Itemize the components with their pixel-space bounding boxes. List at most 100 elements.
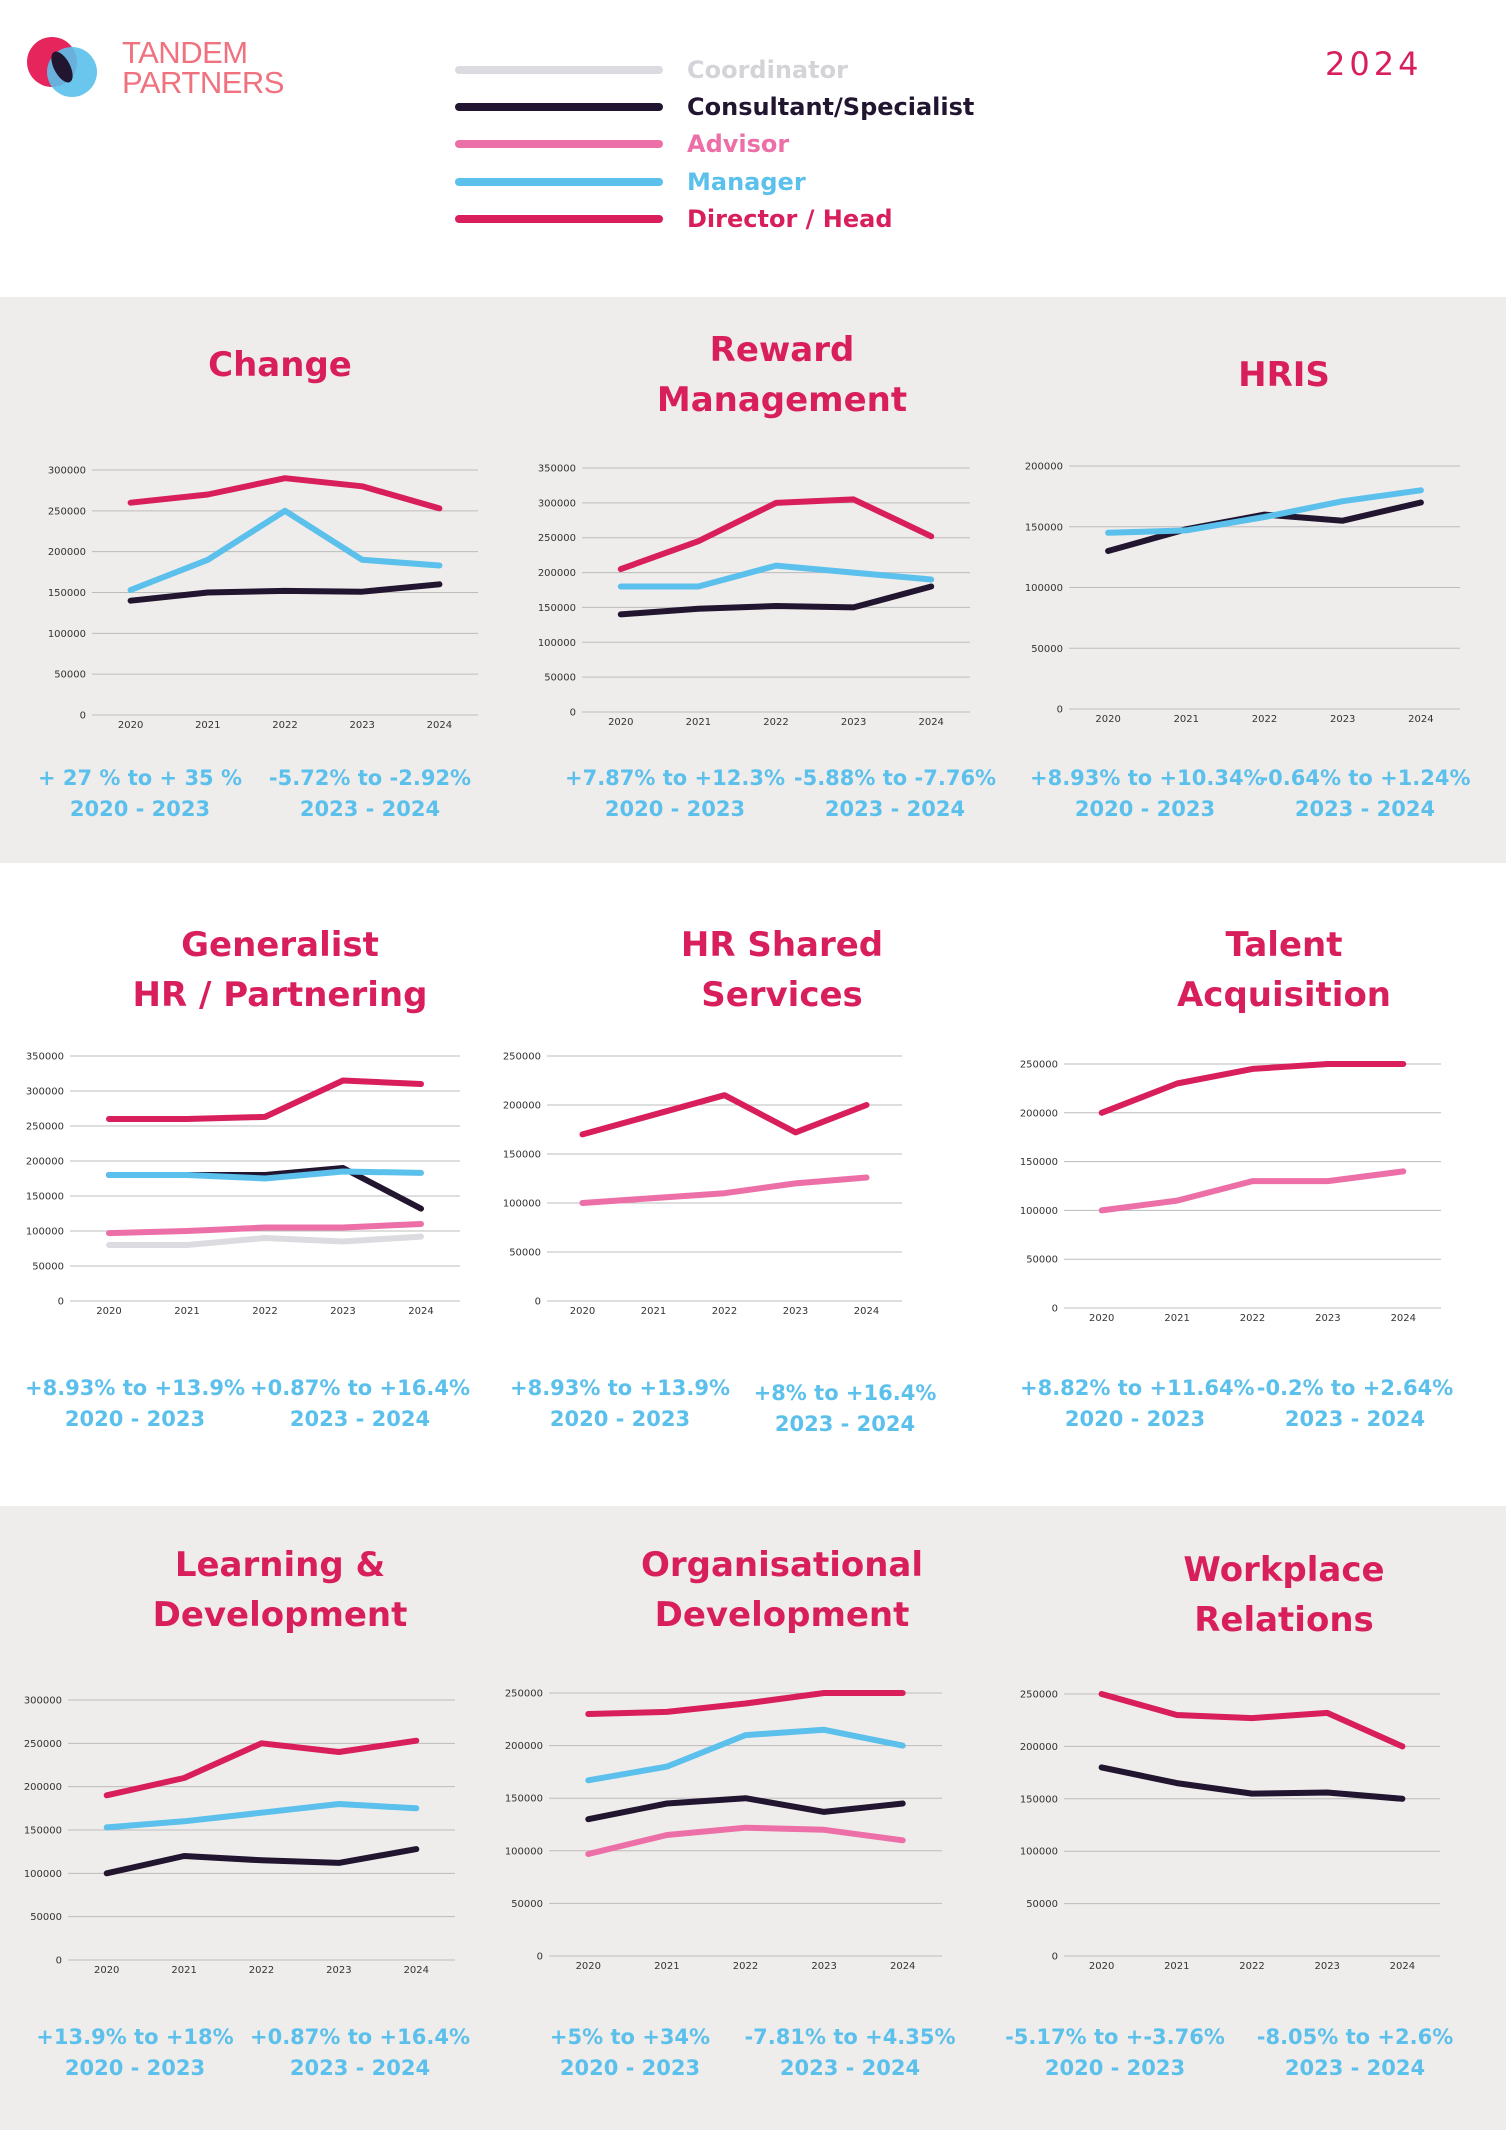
series-line	[585, 1726, 906, 1784]
y-tick-label: 0	[56, 1956, 62, 1967]
y-tick-label: 0	[1057, 705, 1063, 716]
y-tick-label: 0	[1052, 1304, 1058, 1315]
chart-plot-area: 350000 300000 250000 200000 150000 100000 5000…	[538, 464, 970, 728]
x-tick-label: 2024	[1391, 1313, 1416, 1324]
y-tick-label: 200000	[24, 1782, 62, 1793]
x-tick-label: 2023	[330, 1306, 355, 1317]
growth-stat: +5% to +34% 2020 - 2023	[515, 2022, 745, 2084]
x-tick-label: 2020	[576, 1961, 601, 1972]
legend-item: Advisor	[455, 129, 1015, 159]
x-tick-label: 2024	[854, 1306, 879, 1317]
x-tick-label: 2020	[570, 1306, 595, 1317]
x-tick-label: 2022	[1240, 1313, 1265, 1324]
legend-swatch	[455, 215, 663, 223]
legend-swatch	[455, 66, 663, 74]
growth-range: +8% to +16.4%	[753, 1381, 937, 1405]
series-line	[106, 1168, 424, 1182]
growth-period: 2020 - 2023	[1074, 797, 1216, 821]
growth-range: -5.88% to -7.76%	[793, 766, 997, 790]
growth-stat: +13.9% to +18% 2020 - 2023	[20, 2022, 250, 2084]
logo-line-1: TANDEM	[122, 35, 248, 70]
x-tick-label: 2022	[763, 717, 788, 728]
legend-swatch	[455, 178, 663, 186]
growth-range: +0.87% to +16.4%	[250, 2025, 470, 2049]
y-tick-label: 100000	[538, 638, 576, 649]
x-tick-label: 2022	[272, 720, 297, 731]
chart-title: Reward Management	[656, 330, 908, 420]
y-tick-label: 200000	[1025, 462, 1063, 473]
x-tick-label: 2024	[404, 1965, 429, 1976]
y-tick-label: 200000	[503, 1101, 541, 1112]
growth-period: 2020 - 2023	[549, 1407, 691, 1431]
growth-range: +8.93% to +13.9%	[510, 1376, 730, 1400]
x-tick-label: 2021	[654, 1961, 679, 1972]
growth-stat: +8.93% to +10.34% 2020 - 2023	[1030, 763, 1265, 825]
legend-label: Coordinator	[687, 56, 848, 84]
y-tick-label: 200000	[538, 568, 576, 579]
growth-period: 2023 - 2024	[774, 1412, 916, 1436]
legend-item: Director / Head	[455, 204, 1015, 234]
legend-swatch	[455, 103, 663, 111]
x-tick-label: 2022	[733, 1961, 758, 1972]
series-line	[127, 507, 443, 593]
y-tick-label: 0	[1052, 1952, 1058, 1963]
y-tick-label: 150000	[1025, 522, 1063, 533]
x-tick-label: 2022	[249, 1965, 274, 1976]
x-tick-label: 2021	[1174, 714, 1199, 725]
y-tick-label: 0	[58, 1297, 64, 1308]
series-line	[617, 496, 935, 573]
x-tick-label: 2020	[1089, 1313, 1114, 1324]
growth-range: + 27 % to + 35 %	[37, 766, 243, 790]
growth-period: 2023 - 2024	[289, 1407, 431, 1431]
growth-stat: -8.05% to +2.6% 2023 - 2024	[1240, 2022, 1470, 2084]
y-tick-label: 100000	[1025, 583, 1063, 594]
y-tick-label: 200000	[505, 1741, 543, 1752]
chart-plot-area: 250000 200000 150000 100000 50000 0 2020 2021 20…	[1020, 1690, 1440, 1972]
growth-stat: +8.82% to +11.64% 2020 - 2023	[1020, 1373, 1255, 1435]
y-tick-label: 100000	[1020, 1847, 1058, 1858]
y-tick-label: 150000	[503, 1150, 541, 1161]
chart-title: HRIS	[1238, 355, 1330, 395]
growth-range: -7.81% to +4.35%	[744, 2025, 956, 2049]
y-tick-label: 0	[80, 711, 86, 722]
y-tick-label: 50000	[32, 1262, 64, 1273]
growth-stat: +8.93% to +13.9% 2020 - 2023	[505, 1373, 735, 1435]
series-line	[103, 1846, 420, 1877]
legend-label: Advisor	[687, 130, 790, 158]
growth-range: -8.05% to +2.6%	[1256, 2025, 1454, 2049]
series-line	[1105, 487, 1424, 536]
y-tick-label: 250000	[26, 1122, 64, 1133]
y-tick-label: 250000	[538, 533, 576, 544]
legend-item: Coordinator	[455, 55, 1015, 85]
growth-period: 2020 - 2023	[1044, 2056, 1186, 2080]
y-tick-label: 100000	[24, 1869, 62, 1880]
x-tick-label: 2023	[1314, 1961, 1339, 1972]
growth-period: 2020 - 2023	[604, 797, 746, 821]
band-top	[0, 297, 1506, 863]
y-tick-label: 300000	[48, 466, 86, 477]
y-tick-label: 50000	[509, 1248, 541, 1259]
y-tick-label: 300000	[26, 1087, 64, 1098]
series-line	[1098, 1764, 1406, 1802]
series-line	[127, 475, 443, 512]
growth-range: -5.17% to +-3.76%	[1005, 2025, 1225, 2049]
x-tick-label: 2020	[1089, 1961, 1114, 1972]
chart-title: HR Shared Services	[680, 925, 884, 1015]
chart-plot-area: 200000 150000 100000 50000 0 2020 2021 2022 2023…	[1025, 462, 1460, 725]
growth-range: -0.64% to +1.24%	[1259, 766, 1471, 790]
x-tick-label: 2020	[94, 1965, 119, 1976]
y-tick-label: 0	[537, 1952, 543, 1963]
y-tick-label: 250000	[1020, 1690, 1058, 1701]
x-tick-label: 2020	[96, 1306, 121, 1317]
y-tick-label: 150000	[538, 603, 576, 614]
chart-title: Generalist HR / Partnering	[132, 925, 428, 1015]
series-line	[103, 1801, 420, 1831]
x-tick-label: 2021	[686, 717, 711, 728]
chart-plot-area: 300000 250000 200000 150000 100000 50000 0 2020…	[48, 466, 478, 731]
growth-stat: +7.87% to +12.3% 2020 - 2023	[560, 763, 790, 825]
x-tick-label: 2024	[408, 1306, 433, 1317]
y-tick-label: 150000	[1020, 1157, 1058, 1168]
